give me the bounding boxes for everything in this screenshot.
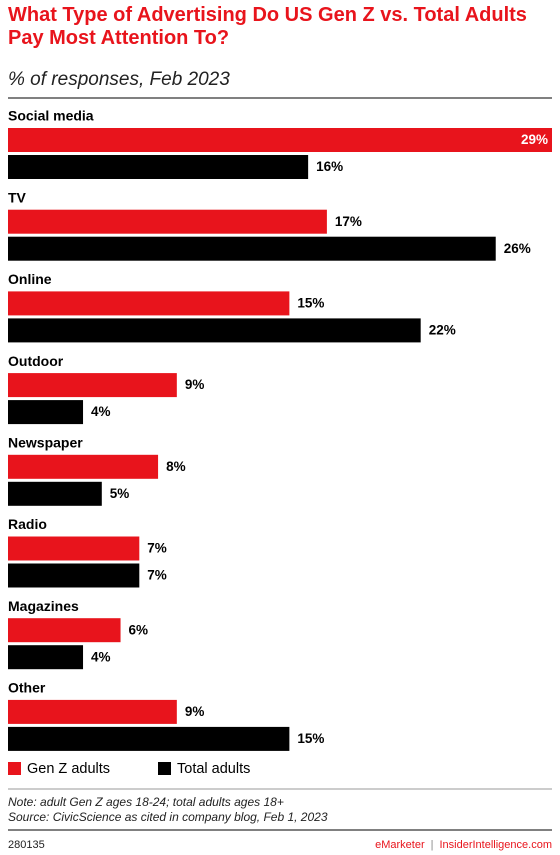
category-label: Social media — [8, 108, 94, 124]
note: Note: adult Gen Z ages 18-24; total adul… — [8, 795, 284, 809]
value-label: 6% — [129, 622, 149, 637]
bar — [8, 236, 496, 261]
chart-id: 280135 — [8, 839, 45, 851]
category-label: Other — [8, 680, 46, 696]
bar — [8, 563, 140, 588]
category-label: Outdoor — [8, 353, 64, 369]
value-label: 4% — [91, 404, 111, 419]
value-label: 9% — [185, 377, 205, 392]
legend-label: Total adults — [177, 761, 250, 777]
value-label: 4% — [91, 649, 111, 664]
bar — [8, 454, 159, 479]
separator: | — [431, 839, 434, 851]
value-label: 16% — [316, 159, 343, 174]
note: Source: CivicScience as cited in company… — [8, 810, 328, 824]
bar — [8, 128, 552, 152]
category-label: Magazines — [8, 598, 79, 614]
value-label: 22% — [429, 322, 456, 337]
bar — [8, 209, 327, 234]
value-label: 15% — [297, 731, 324, 746]
bar — [8, 400, 84, 425]
category-label: Online — [8, 271, 52, 287]
value-label: 17% — [335, 214, 362, 229]
legend-swatch — [8, 762, 21, 775]
legend-label: Gen Z adults — [27, 761, 110, 777]
value-label: 15% — [297, 295, 324, 310]
value-label: 29% — [521, 132, 548, 147]
value-label: 8% — [166, 459, 186, 474]
bar — [8, 291, 290, 316]
site: InsiderIntelligence.com — [439, 839, 552, 851]
bar — [8, 618, 121, 643]
bar — [8, 536, 140, 561]
value-label: 5% — [110, 486, 130, 501]
bar — [8, 645, 84, 670]
chart-subtitle: % of responses, Feb 2023 — [8, 69, 230, 90]
value-label: 7% — [147, 568, 167, 583]
bar — [8, 373, 177, 398]
value-label: 26% — [504, 241, 531, 256]
bar — [8, 481, 102, 506]
bar — [8, 699, 177, 724]
bar — [8, 726, 290, 751]
footer-credit: eMarketer | InsiderIntelligence.com — [375, 839, 552, 851]
chart-title: What Type of Advertising Do US Gen Z vs.… — [8, 4, 527, 49]
value-label: 9% — [185, 704, 205, 719]
category-label: Radio — [8, 516, 47, 532]
bar — [8, 318, 421, 343]
value-label: 7% — [147, 541, 167, 556]
brand: eMarketer — [375, 839, 425, 851]
bar — [8, 155, 309, 179]
legend-swatch — [158, 762, 171, 775]
category-label: Newspaper — [8, 435, 83, 451]
category-label: TV — [8, 189, 27, 205]
